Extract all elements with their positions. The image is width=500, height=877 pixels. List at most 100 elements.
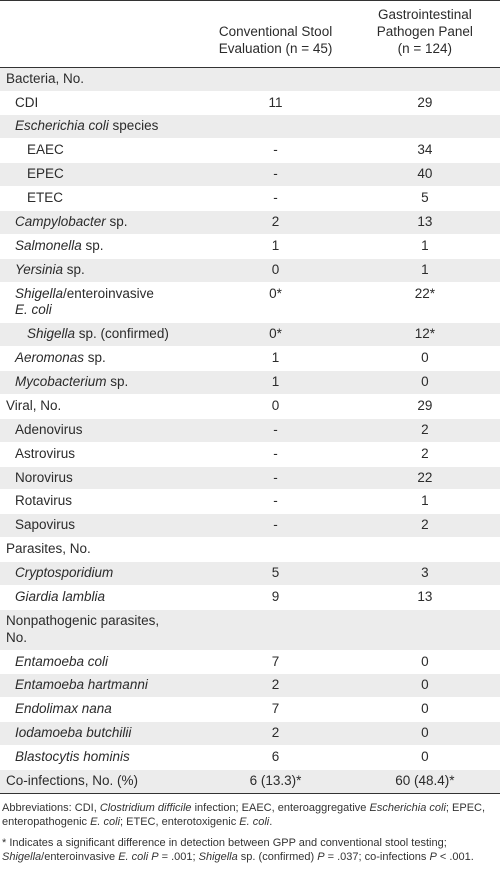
table-row-epec: EPEC -40 bbox=[0, 162, 500, 187]
table-row-salmonella: Salmonella sp. 1 1 bbox=[0, 234, 500, 259]
gpp-value: 0 bbox=[349, 650, 500, 675]
gpp-value: 1 bbox=[349, 258, 500, 283]
conventional-value: 1 bbox=[201, 234, 350, 259]
text-run: /enteroinvasive bbox=[41, 851, 119, 864]
table-row-cdi: CDI 11 29 bbox=[0, 91, 500, 116]
text-run: Abbreviations: CDI, bbox=[2, 801, 100, 814]
conventional-value: - bbox=[201, 418, 350, 443]
conventional-value bbox=[201, 537, 350, 562]
table-row-astrovirus: Astrovirus -2 bbox=[0, 442, 500, 467]
header-conventional-line1: Conventional Stool bbox=[218, 23, 333, 39]
gpp-value: 0 bbox=[349, 745, 500, 770]
text-run: sp. bbox=[106, 374, 129, 389]
table-row-nonpathogenic: Nonpathogenic parasites, No. bbox=[0, 609, 500, 651]
conventional-value: 0* bbox=[201, 282, 350, 324]
text-run: ; ETEC, enterotoxigenic bbox=[120, 816, 240, 829]
table-body: Bacteria, No. CDI 11 29 Escherichia coli spe… bbox=[0, 67, 500, 794]
text-run: CDI bbox=[15, 94, 39, 110]
text-run: No. bbox=[6, 629, 28, 645]
text-run: Rotavirus bbox=[15, 493, 73, 509]
text-run: sp. bbox=[105, 213, 128, 229]
header-conventional-stool: Conventional Stool Evaluation (n = 45) bbox=[201, 0, 350, 68]
text-run: Aeromonas bbox=[15, 350, 85, 366]
text-run: P bbox=[317, 851, 325, 864]
text-run: species bbox=[108, 118, 159, 134]
conventional-value bbox=[201, 67, 350, 92]
row-label: Shigella sp. (confirmed) bbox=[0, 322, 202, 348]
table-row-bacteria: Bacteria, No. bbox=[0, 67, 500, 92]
gpp-value: 60 (48.4)* bbox=[349, 769, 500, 794]
text-run: Co-infections, No. (%) bbox=[6, 772, 139, 788]
gpp-value: 2 bbox=[349, 442, 500, 467]
text-run: Sapovirus bbox=[15, 517, 76, 533]
gpp-value bbox=[349, 114, 500, 140]
conventional-value: - bbox=[201, 442, 350, 467]
gpp-value: 5 bbox=[349, 186, 500, 211]
conventional-value: 0* bbox=[201, 322, 350, 348]
gpp-value: 1 bbox=[349, 489, 500, 515]
text-run: Blastocytis hominis bbox=[15, 749, 130, 764]
table-header: Conventional Stool Evaluation (n = 45) G… bbox=[0, 0, 500, 68]
text-run: Giardia lamblia bbox=[15, 588, 106, 604]
gpp-value: 2 bbox=[349, 513, 500, 539]
table-row-giardia: Giardia lamblia 9 13 bbox=[0, 585, 500, 610]
row-label: Endolimax nana bbox=[0, 697, 202, 723]
gpp-value: 2 bbox=[349, 418, 500, 443]
header-label-column bbox=[0, 0, 202, 68]
header-gpp: Gastrointestinal Pathogen Panel (n = 124… bbox=[349, 0, 500, 68]
conventional-value: 6 (13.3)* bbox=[201, 769, 350, 794]
row-label: Giardia lamblia bbox=[0, 585, 202, 610]
text-run: sp. bbox=[81, 237, 104, 253]
text-run: Escherichia coli bbox=[15, 118, 109, 134]
text-run: Bacteria, No. bbox=[6, 70, 85, 86]
conventional-value: 7 bbox=[201, 650, 350, 675]
text-run: infection; EAEC, enteroaggregative bbox=[191, 801, 370, 814]
row-label: EAEC bbox=[0, 138, 202, 164]
text-run: ETEC bbox=[27, 190, 64, 205]
text-run: . bbox=[269, 816, 273, 829]
text-run: = .001; bbox=[158, 851, 199, 864]
text-run: Iodamoeba butchilii bbox=[15, 725, 132, 741]
conventional-value: 2 bbox=[201, 210, 350, 235]
text-run: Endolimax nana bbox=[15, 701, 112, 717]
table-row-mycobacterium: Mycobacterium sp. 1 0 bbox=[0, 370, 500, 395]
gpp-value: 34 bbox=[349, 138, 500, 164]
header-conventional-line2: Evaluation (n = 45) bbox=[218, 40, 333, 56]
gpp-value: 22* bbox=[349, 282, 500, 324]
row-label: Mycobacterium sp. bbox=[0, 370, 202, 395]
conventional-value: 1 bbox=[201, 370, 350, 395]
text-run: P bbox=[429, 851, 437, 864]
table-row-coinfections: Co-infections, No. (%) 6 (13.3)* 60 (48.4)… bbox=[0, 769, 500, 794]
pathogen-table: Conventional Stool Evaluation (n = 45) G… bbox=[0, 0, 500, 794]
row-label: Bacteria, No. bbox=[0, 67, 202, 92]
conventional-value: 11 bbox=[201, 91, 350, 116]
gpp-value: 29 bbox=[349, 394, 500, 419]
gpp-value: 0 bbox=[349, 370, 500, 395]
row-label: Cryptosporidium bbox=[0, 561, 202, 586]
gpp-value bbox=[349, 537, 500, 562]
text-run: = .037; co-infections bbox=[324, 851, 430, 864]
conventional-value: - bbox=[201, 138, 350, 164]
table-row-cryptosporidium: Cryptosporidium 5 3 bbox=[0, 561, 500, 586]
row-label: Aeromonas sp. bbox=[0, 346, 202, 371]
conventional-value: - bbox=[201, 162, 350, 187]
row-label: EPEC bbox=[0, 162, 202, 187]
conventional-value: 6 bbox=[201, 745, 350, 770]
row-label: Campylobacter sp. bbox=[0, 210, 202, 235]
row-label: Astrovirus bbox=[0, 442, 202, 467]
text-run: Cryptosporidium bbox=[15, 565, 114, 580]
gpp-value: 40 bbox=[349, 162, 500, 187]
table-row-yersinia: Yersinia sp. 0 1 bbox=[0, 258, 500, 283]
row-label: Yersinia sp. bbox=[0, 258, 202, 283]
table-row-etec: ETEC -5 bbox=[0, 186, 500, 211]
header-gpp-line3: (n = 124) bbox=[397, 40, 453, 56]
row-label: Parasites, No. bbox=[0, 537, 202, 562]
header-gpp-line1: Gastrointestinal bbox=[377, 7, 472, 22]
text-run: /enteroinvasive bbox=[63, 285, 154, 301]
text-run: EPEC bbox=[27, 166, 64, 182]
gpp-value bbox=[349, 609, 500, 651]
gpp-value bbox=[349, 67, 500, 92]
text-run: E. coli P bbox=[118, 851, 159, 864]
table-row-ecoli: Escherichia coli species bbox=[0, 114, 500, 140]
gpp-value: 29 bbox=[349, 91, 500, 116]
